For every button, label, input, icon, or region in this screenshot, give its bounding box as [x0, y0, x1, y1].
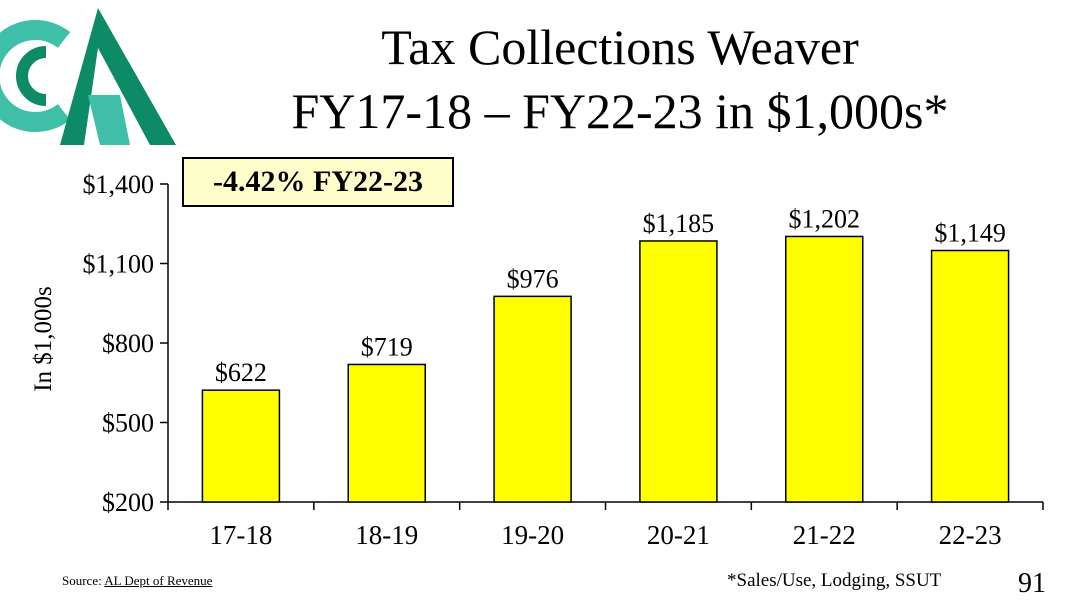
y-tick-label: $1,100: [83, 250, 155, 279]
change-callout: -4.42% FY22-23: [182, 157, 454, 207]
y-tick-label: $500: [102, 409, 154, 438]
y-axis-title: In $1,000s: [30, 286, 57, 392]
x-tick-label: 22-23: [939, 520, 1002, 550]
data-label: $1,185: [643, 209, 715, 238]
y-tick-label: $800: [102, 329, 154, 358]
y-tick-label: $1,400: [83, 170, 155, 199]
data-label: $622: [215, 358, 267, 387]
chart-bars: [201, 235, 1010, 503]
bar: [785, 235, 864, 503]
chart-axes: [160, 183, 1044, 510]
x-tick-label: 17-18: [209, 520, 272, 550]
data-label: $719: [361, 332, 413, 361]
bar: [930, 249, 1010, 503]
x-tick-label: 19-20: [501, 520, 564, 550]
bar: [347, 363, 426, 503]
source-link[interactable]: AL Dept of Revenue: [104, 573, 213, 588]
footnote: *Sales/Use, Lodging, SSUT: [727, 570, 942, 591]
x-tick-label: 21-22: [793, 520, 856, 550]
bar: [493, 295, 572, 503]
bar: [639, 240, 718, 503]
source-note: Source: AL Dept of Revenue: [62, 573, 212, 589]
data-label: $1,202: [789, 204, 861, 233]
x-tick-label: 18-19: [355, 520, 418, 550]
data-label: $1,149: [934, 219, 1006, 248]
organization-logo-icon: [0, 8, 176, 145]
x-tick-label: 20-21: [647, 520, 710, 550]
slide-title-line-2: FY17-18 – FY22-23 in $1,000s*: [291, 83, 949, 139]
source-prefix: Source:: [62, 573, 105, 588]
page-number: 91: [1018, 568, 1046, 599]
slide-title-line-1: Tax Collections Weaver: [381, 19, 859, 75]
chart-labels: $200 $500 $800 $1,100 $1,400 $622 17-18 $719 18-…: [30, 170, 1006, 550]
data-label: $976: [507, 264, 559, 293]
bar: [201, 389, 281, 503]
y-tick-label: $200: [102, 488, 154, 517]
